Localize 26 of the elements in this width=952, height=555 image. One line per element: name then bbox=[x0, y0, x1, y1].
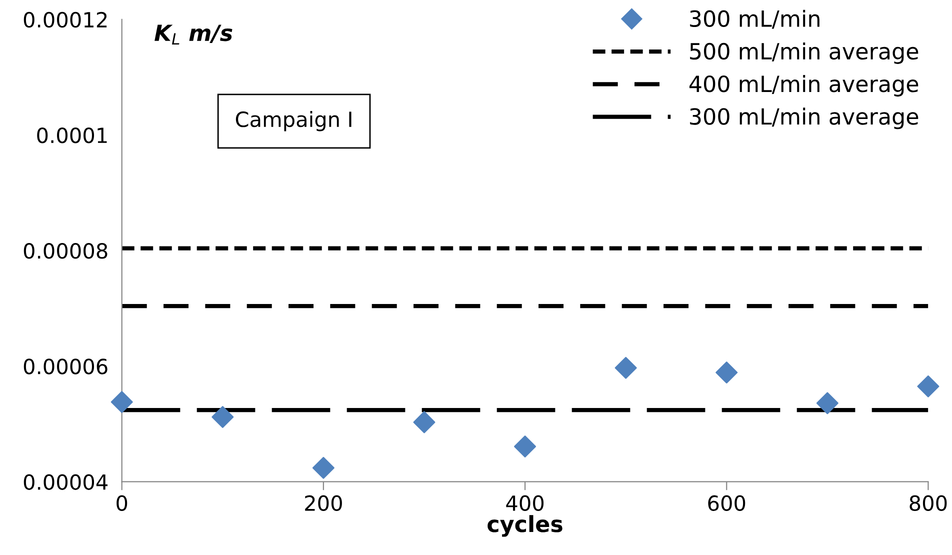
legend-label: 300 mL/min bbox=[690, 10, 820, 29]
point bbox=[212, 406, 234, 428]
y-tick-label: 0.00006 bbox=[24, 358, 108, 374]
y-tick-label: 0.00004 bbox=[24, 474, 108, 490]
annotation: Campaign I bbox=[236, 111, 352, 132]
legend-label: 500 mL/min average bbox=[690, 42, 918, 64]
x-tick-label: 600 bbox=[708, 495, 746, 512]
legend-label: 300 mL/min average bbox=[690, 108, 918, 130]
y-axis-title: K$_{L}$ m/s bbox=[154, 24, 232, 45]
point bbox=[514, 435, 536, 458]
x-tick-label: 400 bbox=[506, 495, 544, 512]
x-tick-label: 800 bbox=[910, 495, 947, 512]
x-axis-title: cycles bbox=[488, 515, 562, 537]
point bbox=[413, 411, 436, 434]
point bbox=[716, 362, 738, 384]
point bbox=[917, 375, 940, 398]
point bbox=[110, 390, 133, 413]
y-tick-label: 0.00012 bbox=[24, 12, 107, 28]
x-tick-label: 0 bbox=[116, 495, 128, 512]
y-tick-label: 0.0001 bbox=[37, 127, 107, 144]
point bbox=[312, 456, 334, 479]
x-tick-label: 200 bbox=[305, 495, 342, 512]
point bbox=[816, 392, 838, 414]
y-tick-label: 0.00008 bbox=[24, 243, 108, 259]
point bbox=[614, 356, 637, 379]
legend-label: 400 mL/min average bbox=[689, 75, 918, 97]
